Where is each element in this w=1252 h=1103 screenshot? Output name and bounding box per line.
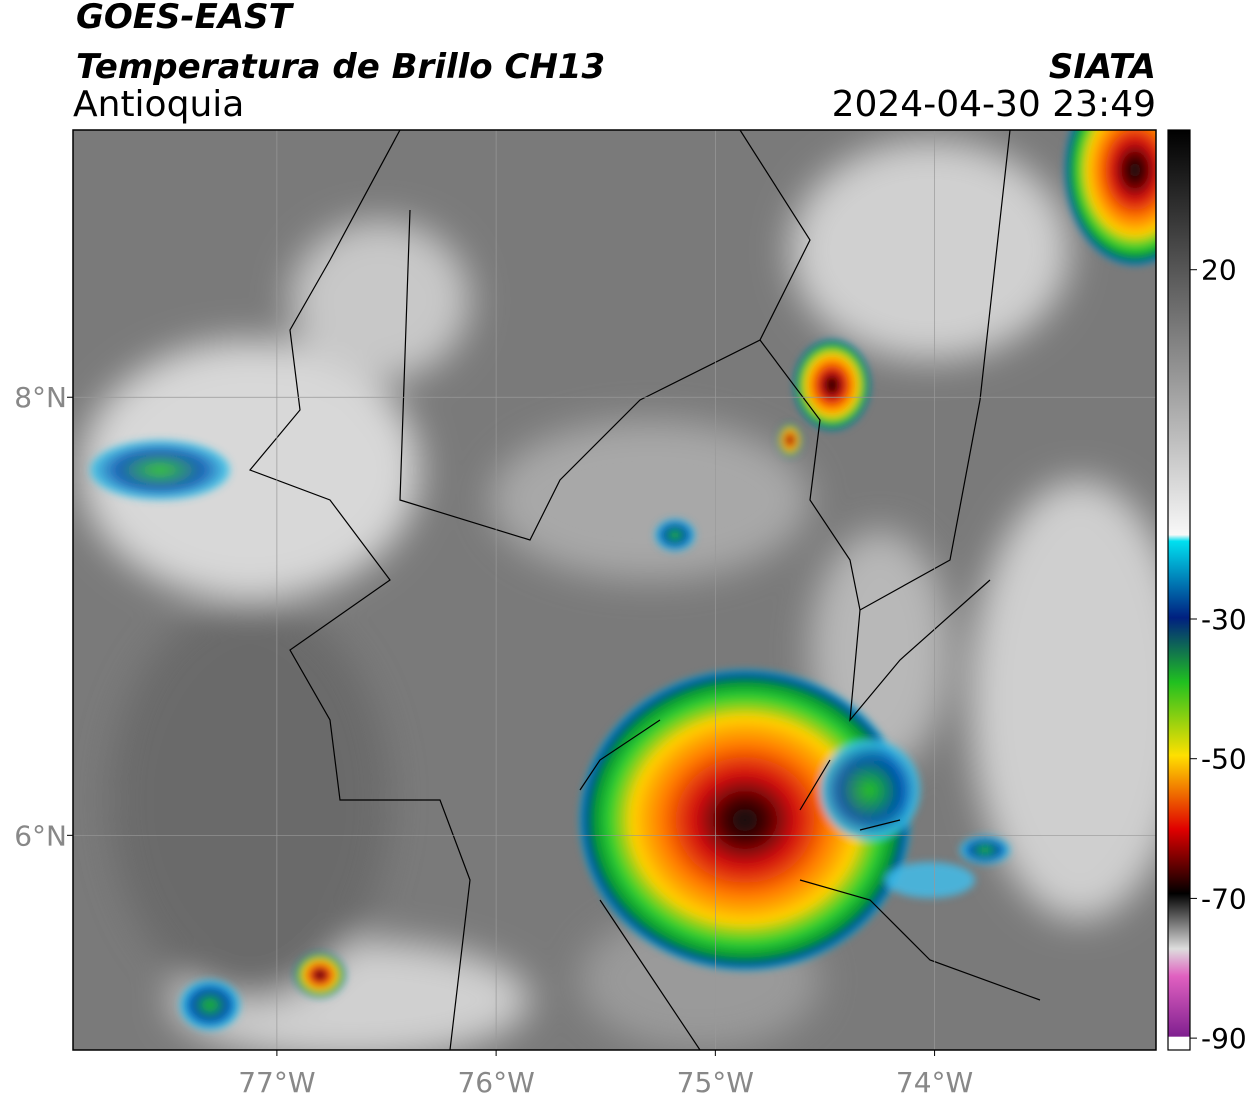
x-tick-label: 74°W xyxy=(896,1066,973,1099)
colorbar-tick-label: -30 xyxy=(1201,603,1247,636)
colorbar-tick-label: -90 xyxy=(1201,1022,1247,1055)
map-frame xyxy=(72,129,1157,1051)
agency: SIATA xyxy=(1049,47,1156,87)
imagery xyxy=(73,130,1156,1050)
subtitle: Temperatura de Brillo CH13 xyxy=(76,47,605,87)
colorbar-tick-label: -50 xyxy=(1201,743,1247,776)
colorbar-tick-label: 20 xyxy=(1201,254,1237,287)
region: Antioquia xyxy=(73,84,244,125)
graticule xyxy=(73,130,1156,1050)
title: GOES-EAST xyxy=(76,0,295,37)
x-tick-label: 77°W xyxy=(238,1066,315,1099)
colorbar xyxy=(1167,129,1191,1051)
colorbar-tick-label: -70 xyxy=(1201,882,1247,915)
x-tick-label: 76°W xyxy=(457,1066,534,1099)
y-tick-label: 8°N xyxy=(14,381,67,414)
datetime: 2024-04-30 23:49 xyxy=(832,84,1156,125)
x-tick-label: 75°W xyxy=(677,1066,754,1099)
y-tick-label: 6°N xyxy=(14,819,67,852)
